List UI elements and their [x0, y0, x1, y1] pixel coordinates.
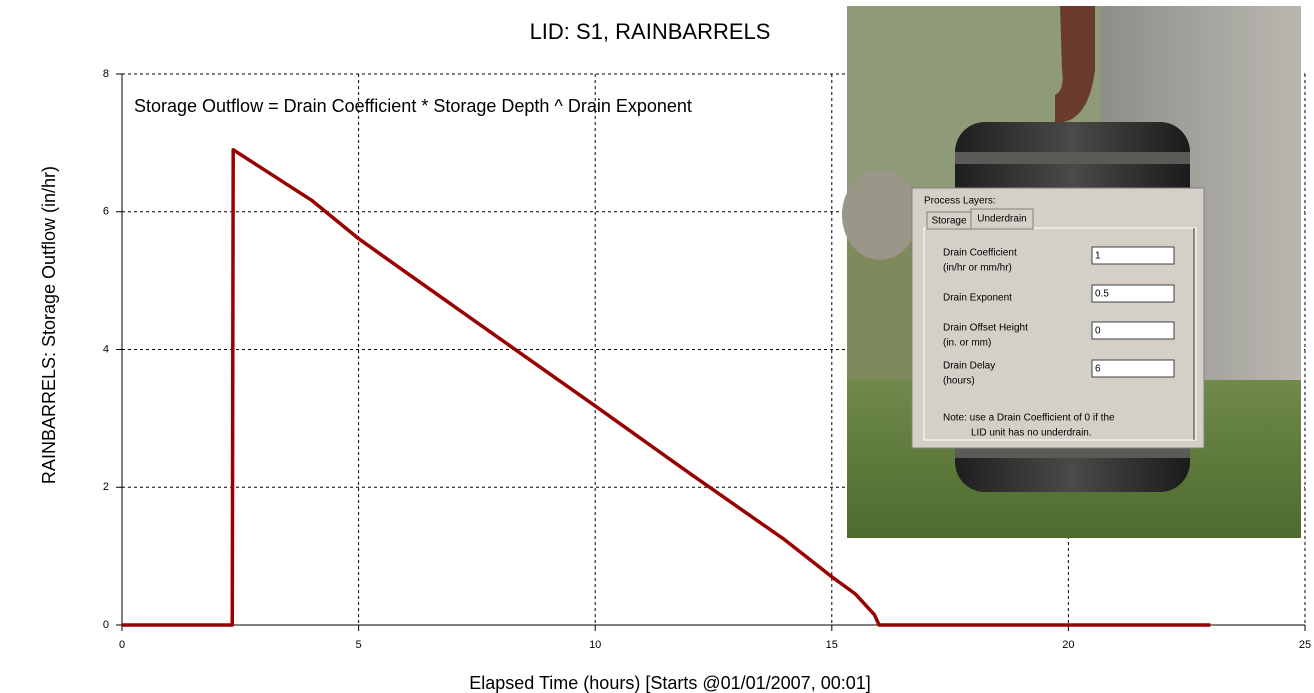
x-axis-label: Elapsed Time (hours) [Starts @01/01/2007…	[469, 673, 871, 693]
y-tick-label: 8	[103, 68, 109, 80]
x-tick-label: 15	[826, 639, 838, 651]
field-value[interactable]: 0.5	[1095, 289, 1109, 300]
field-label: (in/hr or mm/hr)	[943, 263, 1012, 274]
x-tick-label: 25	[1299, 639, 1311, 651]
dialog-title: Process Layers:	[924, 196, 996, 207]
annotation: Storage Outflow = Drain Coefficient * St…	[134, 96, 692, 116]
y-tick-label: 6	[103, 206, 109, 218]
field-value[interactable]: 1	[1095, 251, 1101, 262]
y-axis-label: RAINBARRELS: Storage Outflow (in/hr)	[39, 166, 59, 484]
field-value[interactable]: 0	[1095, 326, 1101, 337]
y-tick-label: 0	[103, 619, 109, 631]
field-label: Drain Coefficient	[943, 248, 1017, 259]
field-value[interactable]: 6	[1095, 364, 1101, 375]
tab-active[interactable]	[970, 208, 1034, 230]
field-input[interactable]	[1091, 321, 1175, 340]
field-label: Drain Offset Height	[943, 323, 1028, 334]
x-tick-label: 10	[589, 639, 601, 651]
y-tick-label: 4	[103, 343, 109, 355]
chart-title: LID: S1, RAINBARRELS	[530, 19, 771, 44]
field-label: (in. or mm)	[943, 338, 991, 349]
series-line	[122, 148, 1211, 627]
x-tick-label: 20	[1062, 639, 1074, 651]
field-label: (hours)	[943, 376, 975, 387]
note: Note: use a Drain Coefficient of 0 if th…	[943, 413, 1115, 424]
field-label: Drain Exponent	[943, 293, 1012, 304]
x-tick-label: 5	[356, 639, 362, 651]
tab-label[interactable]: Storage	[931, 216, 966, 227]
x-tick-label: 0	[119, 639, 125, 651]
field-label: Drain Delay	[943, 361, 995, 372]
dialog: Process Layers: Storage Underdrain Drain…	[911, 187, 1205, 449]
field-input[interactable]	[1091, 246, 1175, 265]
field-input[interactable]	[1091, 284, 1175, 303]
field-input[interactable]	[1091, 359, 1175, 378]
tab-label[interactable]: Underdrain	[977, 214, 1026, 225]
note: LID unit has no underdrain.	[971, 428, 1092, 439]
y-tick-label: 2	[103, 481, 109, 493]
